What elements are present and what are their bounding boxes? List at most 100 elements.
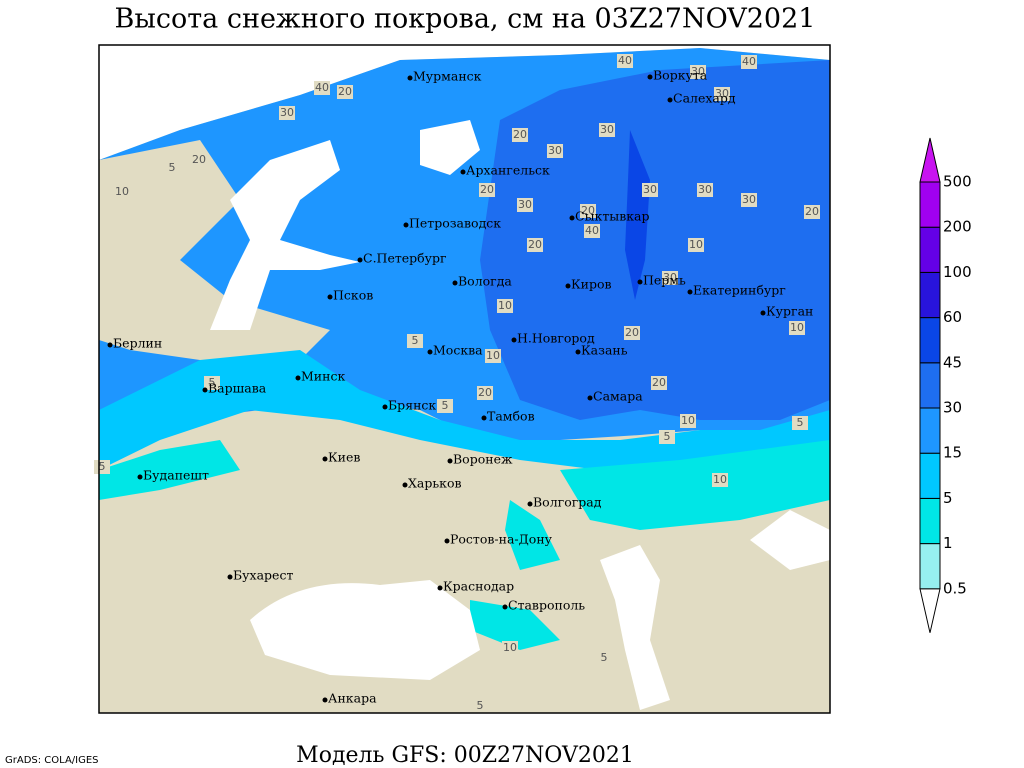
arctic-sea — [99, 45, 830, 160]
contour-label-box — [584, 224, 600, 238]
city-label: Харьков — [408, 476, 462, 491]
colorbar-label: 45 — [943, 353, 962, 371]
city-dot — [511, 337, 517, 343]
contour-label-box — [314, 81, 330, 95]
city-dot — [452, 280, 458, 286]
city-label: Бухарест — [233, 568, 293, 583]
city-dot — [427, 349, 433, 355]
contour-label-box — [680, 414, 696, 428]
city-label: Ставрополь — [508, 598, 585, 613]
contour-label: 5 — [477, 699, 484, 712]
contour-label: 10 — [498, 299, 512, 312]
credit: GrADS: COLA/IGES — [5, 755, 99, 766]
city-dot — [357, 257, 363, 263]
city-dot — [295, 375, 301, 381]
colorbar-label: 60 — [943, 308, 962, 326]
city-dot — [382, 404, 388, 410]
contour-label-box — [502, 641, 518, 655]
city-label: Архангельск — [466, 163, 550, 178]
map-frame — [98, 44, 831, 714]
contour-label: 10 — [713, 473, 727, 486]
contour-label-box — [642, 183, 658, 197]
contour-label-box — [472, 699, 488, 713]
city-label: Воронеж — [453, 452, 513, 467]
city-dot — [760, 310, 766, 316]
city-dot — [481, 415, 487, 421]
city-label: Н.Новгород — [517, 331, 595, 346]
contour-label: 5 — [601, 651, 608, 664]
contour-label-box — [512, 128, 528, 142]
city-dot — [667, 97, 673, 103]
contour-label-box — [617, 54, 633, 68]
city-dot — [322, 456, 328, 462]
city-label: Ростов-на-Дону — [450, 532, 553, 547]
city-dot — [402, 482, 408, 488]
city-dot — [227, 574, 233, 580]
city-label: Екатеринбург — [693, 283, 786, 298]
colorbar-segment — [919, 226, 941, 273]
contour-label: 20 — [192, 153, 206, 166]
contour-label-box — [690, 65, 706, 79]
contour-label: 10 — [115, 185, 129, 198]
city-dot — [137, 474, 143, 480]
city-label: Краснодар — [443, 579, 514, 594]
city-dot — [460, 169, 466, 175]
contour-label: 20 — [478, 386, 492, 399]
city-label: Казань — [581, 343, 628, 358]
city-dot — [447, 458, 453, 464]
contour-labels: 40 20 30 20 40 30 20 5 10 30 20 30 30 30 40 20 10 30 20 30 2… — [94, 54, 820, 713]
contour-label: 30 — [691, 65, 705, 78]
cities: Мурманск Воркута Салехард Архангельск Сыктыв… — [107, 68, 813, 706]
snow-30-45 — [480, 60, 830, 420]
aral-sea — [750, 510, 830, 570]
city-label: Брянск — [388, 398, 436, 413]
snow-45 — [625, 130, 650, 300]
colorbar-segment — [919, 181, 941, 228]
city-dot — [322, 697, 328, 703]
contour-label-box — [697, 183, 713, 197]
contour-label: 20 — [581, 204, 595, 217]
contour-label-box — [485, 349, 501, 363]
contour-label-box — [477, 386, 493, 400]
contour-label: 30 — [663, 271, 677, 284]
city-label: Киев — [328, 450, 360, 465]
contour-label: 10 — [486, 349, 500, 362]
city-label: Мурманск — [413, 69, 482, 84]
colorbar-label: 200 — [943, 218, 972, 236]
city-dot — [569, 215, 575, 221]
colorbar-label: 1 — [943, 534, 953, 552]
city-label: Минск — [301, 369, 345, 384]
contour-label: 5 — [797, 416, 804, 429]
contour-label-box — [94, 460, 110, 474]
city-label: Курган — [766, 304, 813, 319]
contour-label-box — [741, 193, 757, 207]
contour-label-box — [688, 238, 704, 252]
contour-label-box — [580, 204, 596, 218]
city-label: Сыктывкар — [575, 209, 650, 224]
black-sea — [250, 580, 480, 680]
contour-label-box — [191, 153, 207, 167]
contour-label: 30 — [548, 144, 562, 157]
contour-label: 40 — [315, 81, 329, 94]
caspian-sea — [600, 545, 670, 710]
contour-label-box — [624, 326, 640, 340]
city-dot — [502, 604, 508, 610]
city-label: Вологда — [458, 274, 512, 289]
contour-label: 30 — [698, 183, 712, 196]
city-label: С.Петербург — [363, 251, 447, 266]
contour-label: 5 — [664, 430, 671, 443]
contour-label: 30 — [518, 198, 532, 211]
city-label: Тамбов — [487, 409, 535, 424]
contour-label: 40 — [618, 54, 632, 67]
colorbar-label: 30 — [943, 399, 962, 417]
city-dot — [444, 538, 450, 544]
contour-label-box — [792, 416, 808, 430]
contour-label: 40 — [585, 224, 599, 237]
colorbar-segment — [919, 497, 941, 545]
contour-label-box — [164, 161, 180, 175]
city-dot — [527, 501, 533, 507]
city-label: Москва — [433, 343, 483, 358]
contour-label-box — [547, 144, 563, 158]
city-dot — [575, 349, 581, 355]
